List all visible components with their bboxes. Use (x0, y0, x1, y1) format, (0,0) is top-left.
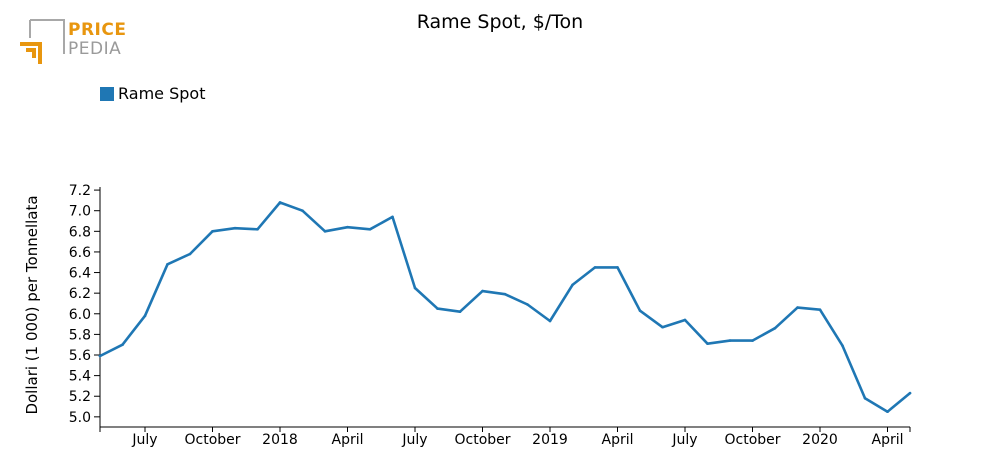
y-tick-label: 7.0 (69, 204, 91, 220)
legend: Rame Spot (100, 84, 205, 103)
data-point (661, 325, 664, 329)
y-tick-label: 5.6 (69, 348, 91, 364)
x-tick-label: October (184, 432, 240, 448)
logo-word-price: PRICE (68, 20, 127, 40)
x-tick-label: July (131, 432, 157, 448)
y-tick-label: 5.8 (69, 327, 91, 343)
data-point (908, 391, 912, 395)
data-point (818, 308, 822, 311)
y-tick-label: 6.8 (69, 224, 91, 240)
x-tick-label: 2020 (802, 432, 838, 448)
data-point (166, 263, 169, 266)
data-point (548, 319, 552, 323)
data-point (526, 303, 529, 306)
y-tick-label: 5.0 (69, 410, 91, 426)
y-tick-label: 6.6 (69, 245, 91, 261)
series-line-rame-spot (98, 201, 912, 414)
x-tick-label: April (602, 432, 634, 448)
data-point (458, 310, 462, 314)
x-tick-label: April (332, 432, 364, 448)
data-point (211, 230, 214, 233)
y-tick-label: 6.2 (69, 286, 91, 302)
data-point (121, 343, 124, 346)
data-point (796, 306, 799, 309)
data-point (571, 283, 574, 287)
data-point (706, 342, 709, 345)
x-tick-label: 2018 (262, 432, 298, 448)
x-tick-label: July (671, 432, 697, 448)
data-point (98, 354, 102, 358)
y-tick-label: 7.2 (69, 183, 91, 199)
data-point (773, 326, 777, 330)
data-point (143, 314, 147, 318)
x-tick-label: October (724, 432, 780, 448)
data-point (728, 339, 732, 342)
data-point (503, 292, 507, 296)
data-point (391, 215, 394, 219)
legend-label: Rame Spot (118, 84, 206, 103)
data-point (841, 344, 844, 348)
data-point (368, 227, 372, 231)
y-tick-label: 5.4 (69, 369, 91, 385)
data-point (323, 230, 327, 233)
data-point (683, 318, 687, 322)
y-tick-label: 5.2 (69, 389, 91, 405)
data-point (188, 252, 192, 256)
data-point (233, 226, 237, 230)
chart-title: Rame Spot, $/Ton (416, 11, 584, 33)
logo-word-pedia: PEDIA (68, 39, 122, 59)
data-point (301, 209, 304, 213)
data-point (436, 307, 439, 310)
legend-swatch (100, 86, 114, 101)
logo-mark-icon (20, 19, 65, 64)
data-point (278, 201, 282, 204)
data-point (346, 225, 349, 229)
x-tick-label: October (454, 432, 510, 448)
data-point (863, 396, 867, 400)
data-point (413, 286, 417, 290)
x-tick-label: 2019 (532, 432, 568, 448)
data-point (481, 289, 484, 293)
y-tick-label: 6.4 (69, 266, 91, 282)
data-point (616, 266, 619, 269)
data-point (638, 309, 642, 312)
x-tick-label: July (401, 432, 427, 448)
x-tick-label: April (872, 432, 904, 448)
y-tick-label: 6.0 (69, 307, 91, 323)
data-point (886, 410, 889, 413)
data-point (751, 339, 754, 342)
pricepedia-logo: PRICE PEDIA (18, 18, 128, 70)
data-point (593, 266, 597, 269)
data-point (256, 227, 259, 231)
